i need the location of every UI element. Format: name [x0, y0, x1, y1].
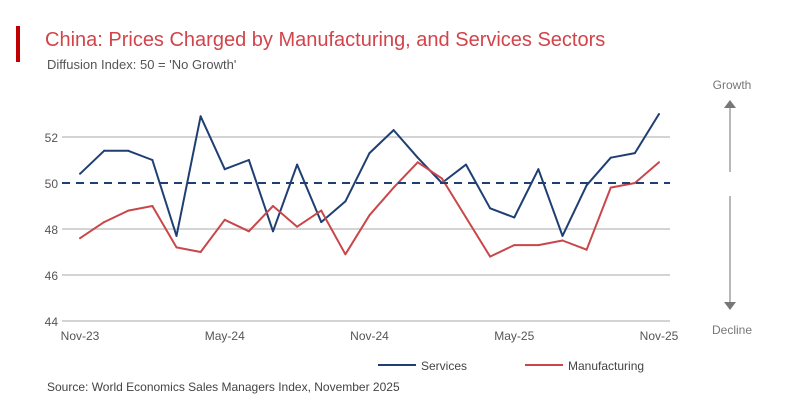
- y-tick-label: 46: [45, 269, 59, 283]
- services-point: [344, 200, 347, 203]
- x-tick-label: May-25: [494, 329, 534, 343]
- manufacturing-point: [79, 237, 81, 240]
- manufacturing-point: [103, 221, 106, 224]
- manufacturing-point: [465, 216, 467, 219]
- services-point: [272, 230, 274, 233]
- services-point: [392, 129, 395, 132]
- legend: Services Manufacturing: [378, 359, 644, 373]
- manufacturing-point: [272, 205, 274, 207]
- manufacturing-point: [489, 255, 492, 258]
- y-tick-label: 48: [45, 223, 59, 237]
- services-point: [633, 152, 636, 155]
- manufacturing-point: [199, 251, 202, 253]
- x-tick-label: Nov-24: [350, 329, 389, 343]
- y-tick-label: 50: [45, 177, 59, 191]
- services-point: [465, 163, 467, 166]
- services-point: [658, 113, 660, 115]
- down-arrow-icon: [724, 302, 736, 310]
- manufacturing-point: [658, 161, 660, 164]
- source-note: Source: World Economics Sales Managers I…: [47, 380, 400, 394]
- services-point: [513, 216, 516, 219]
- manufacturing-point: [561, 239, 564, 242]
- manufacturing-point: [585, 248, 588, 251]
- manufacturing-point: [320, 209, 323, 212]
- services-point: [537, 168, 540, 171]
- services-point: [489, 207, 492, 210]
- legend-label-services: Services: [421, 359, 467, 373]
- services-point: [79, 172, 81, 175]
- up-arrow-icon: [724, 100, 736, 108]
- services-point: [561, 234, 564, 237]
- manufacturing-point: [440, 177, 443, 180]
- manufacturing-point: [151, 205, 154, 207]
- manufacturing-point: [537, 244, 540, 247]
- x-tick-label: Nov-23: [61, 329, 100, 343]
- services-point: [296, 163, 299, 166]
- manufacturing-line: [79, 161, 660, 258]
- services-point: [320, 221, 323, 224]
- services-point: [416, 156, 419, 159]
- growth-label: Growth: [713, 78, 752, 92]
- growth-decline-indicator: Growth Decline: [712, 78, 752, 337]
- x-tick-label: Nov-25: [640, 329, 679, 343]
- chart-title: China: Prices Charged by Manufacturing, …: [45, 29, 606, 51]
- manufacturing-point: [513, 244, 516, 247]
- manufacturing-point: [344, 253, 347, 256]
- manufacturing-point: [416, 161, 419, 164]
- manufacturing-point: [247, 230, 250, 233]
- manufacturing-point: [175, 246, 178, 249]
- services-line: [79, 113, 660, 237]
- manufacturing-point: [223, 218, 226, 221]
- decline-label: Decline: [712, 323, 752, 337]
- x-tick-label: May-24: [205, 329, 245, 343]
- y-tick-label: 44: [45, 315, 59, 329]
- services-point: [103, 149, 106, 152]
- services-point: [368, 152, 371, 155]
- manufacturing-point: [127, 209, 130, 212]
- manufacturing-point: [296, 225, 299, 228]
- services-point: [223, 168, 226, 171]
- y-tick-label: 52: [45, 131, 59, 145]
- title-accent-bar: [16, 26, 20, 62]
- manufacturing-point: [633, 182, 636, 184]
- services-point: [127, 149, 130, 152]
- services-point: [151, 159, 154, 161]
- services-point: [199, 115, 202, 118]
- services-point: [247, 159, 250, 161]
- services-point: [609, 156, 612, 159]
- chart-subtitle: Diffusion Index: 50 = 'No Growth': [47, 57, 237, 72]
- services-point: [585, 184, 588, 187]
- manufacturing-point: [609, 186, 612, 189]
- manufacturing-point: [368, 214, 371, 217]
- manufacturing-point: [392, 186, 395, 189]
- legend-label-manufacturing: Manufacturing: [568, 359, 644, 373]
- services-point: [175, 234, 178, 237]
